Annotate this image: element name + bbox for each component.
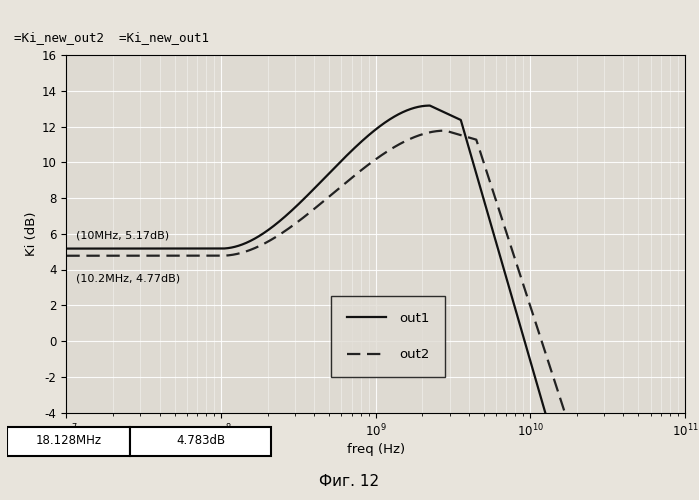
out2 — [603, 418, 611, 424]
Bar — [7, 426, 130, 456]
out1 — [133, 246, 141, 252]
out2 — [133, 252, 141, 258]
out1 — [426, 102, 434, 108]
out2 — [62, 252, 71, 258]
out1 — [326, 169, 335, 175]
Legend: out1, out2: out1, out2 — [331, 296, 445, 378]
out1 — [299, 196, 308, 202]
Text: 4.783dB: 4.783dB — [176, 434, 225, 447]
out2 — [681, 418, 689, 424]
Text: (10.2MHz, 4.77dB): (10.2MHz, 4.77dB) — [75, 273, 180, 283]
out1 — [603, 418, 611, 424]
Text: Фиг. 12: Фиг. 12 — [319, 474, 380, 489]
Line: out2: out2 — [66, 130, 685, 422]
out2 — [169, 252, 178, 258]
Line: out1: out1 — [66, 106, 685, 422]
out2 — [669, 418, 677, 424]
out2 — [326, 192, 335, 198]
out2 — [299, 214, 308, 220]
Bar — [130, 426, 271, 456]
Y-axis label: Ki (dB): Ki (dB) — [24, 212, 38, 256]
out2 — [563, 418, 572, 424]
X-axis label: freq (Hz): freq (Hz) — [347, 443, 405, 456]
out2 — [441, 128, 449, 134]
out1 — [62, 246, 71, 252]
out1 — [545, 418, 553, 424]
out1 — [669, 418, 677, 424]
out1 — [681, 418, 689, 424]
Text: 18.128MHz: 18.128MHz — [36, 434, 101, 447]
Text: (10MHz, 5.17dB): (10MHz, 5.17dB) — [75, 231, 169, 241]
out1 — [169, 246, 178, 252]
Text: =Ki_new_out2  =Ki_new_out1: =Ki_new_out2 =Ki_new_out1 — [14, 31, 209, 44]
